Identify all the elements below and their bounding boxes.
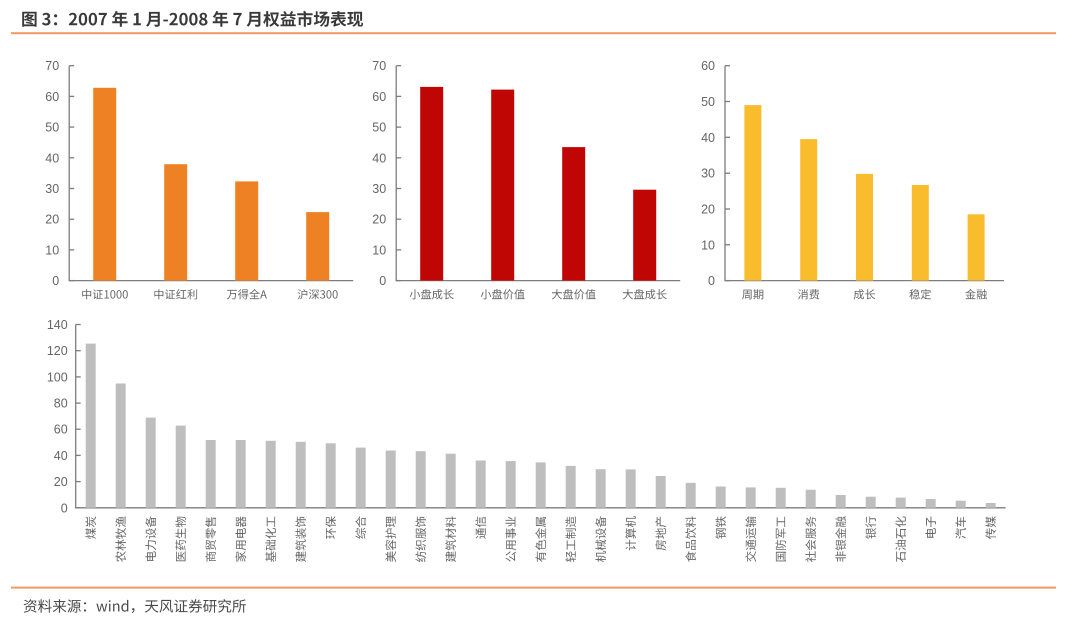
svg-text:60: 60	[701, 59, 715, 73]
svg-text:60: 60	[45, 90, 59, 104]
svg-text:0: 0	[379, 274, 386, 288]
svg-text:40: 40	[701, 131, 715, 145]
svg-text:40: 40	[45, 151, 59, 165]
svg-text:20: 20	[54, 475, 68, 489]
svg-text:50: 50	[372, 121, 386, 135]
svg-text:30: 30	[372, 182, 386, 196]
svg-text:20: 20	[701, 203, 715, 217]
svg-text:70: 70	[372, 59, 386, 73]
svg-text:10: 10	[701, 238, 715, 252]
svg-text:0: 0	[61, 501, 68, 515]
svg-text:10: 10	[372, 243, 386, 257]
svg-text:30: 30	[45, 182, 59, 196]
svg-text:20: 20	[45, 213, 59, 227]
svg-text:80: 80	[54, 397, 68, 411]
svg-text:40: 40	[372, 151, 386, 165]
svg-text:50: 50	[701, 95, 715, 109]
svg-text:10: 10	[45, 243, 59, 257]
svg-text:60: 60	[54, 423, 68, 437]
svg-text:0: 0	[708, 274, 715, 288]
svg-text:40: 40	[54, 449, 68, 463]
svg-text:140: 140	[47, 318, 68, 332]
svg-text:20: 20	[372, 213, 386, 227]
svg-text:50: 50	[45, 121, 59, 135]
svg-text:30: 30	[701, 167, 715, 181]
svg-text:120: 120	[47, 344, 68, 358]
svg-text:70: 70	[45, 59, 59, 73]
svg-text:60: 60	[372, 90, 386, 104]
svg-text:100: 100	[47, 370, 68, 384]
svg-text:0: 0	[52, 274, 59, 288]
